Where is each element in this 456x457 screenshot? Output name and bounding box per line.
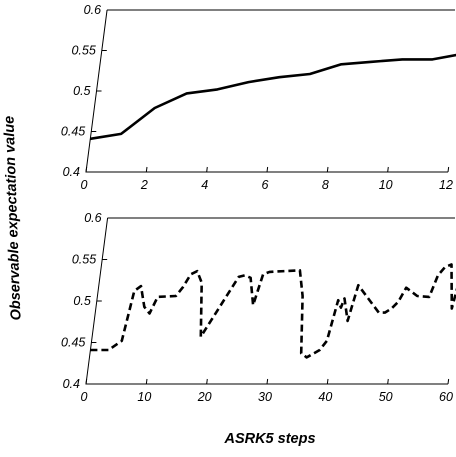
x-tick-label: 30 <box>258 390 272 404</box>
y-axis-label: Observable expectation value <box>1 116 24 321</box>
y-tick-label: 0.6 <box>84 3 101 17</box>
y-tick-label: 0.4 <box>63 377 80 391</box>
bottom-chart: 0 10 20 30 40 50 60 0.4 0.45 0.5 0.55 0.6 <box>61 211 456 404</box>
x-tick-label: 10 <box>137 390 151 404</box>
x-tick-label: 12 <box>439 178 453 192</box>
x-tick-mark <box>85 166 88 173</box>
x-tick-label: 0 <box>81 178 88 192</box>
x-tick-label: 2 <box>140 178 148 192</box>
series-line <box>90 263 456 359</box>
axis-frame <box>85 9 448 173</box>
y-tick-label: 0.45 <box>61 125 85 139</box>
x-tick-mark <box>266 378 269 385</box>
y-tick-label: 0.5 <box>73 84 90 98</box>
x-tick-mark <box>206 378 208 385</box>
x-tick-mark <box>85 378 88 385</box>
y-tick-label: 0.55 <box>72 253 96 267</box>
x-tick-mark <box>145 166 148 173</box>
x-tick-label: 8 <box>322 178 329 192</box>
y-tick-label: 0.55 <box>71 44 95 58</box>
top-chart: 0 2 4 6 8 10 12 0.4 0.45 0.5 0.55 0.6 <box>61 3 456 192</box>
x-tick-mark <box>145 378 148 385</box>
x-tick-label: 6 <box>262 178 269 192</box>
x-tick-mark <box>447 166 450 173</box>
x-tick-label: 0 <box>81 390 88 404</box>
y-tick-label: 0.6 <box>84 211 101 225</box>
x-tick-label: 20 <box>197 390 212 404</box>
x-tick-label: 40 <box>318 390 332 404</box>
y-tick-label: 0.4 <box>63 165 80 179</box>
x-tick-label: 50 <box>379 390 393 404</box>
x-tick-mark <box>206 166 208 173</box>
x-tick-label: 4 <box>201 178 208 192</box>
x-tick-mark <box>266 166 269 173</box>
x-axis-label: ASRK5 steps <box>223 431 315 447</box>
x-tick-label: 60 <box>439 390 453 404</box>
y-tick-label: 0.5 <box>73 294 90 308</box>
axis-frame <box>85 217 448 385</box>
x-tick-mark <box>447 378 450 385</box>
series-line <box>90 53 456 141</box>
x-tick-mark <box>387 378 389 385</box>
x-tick-label: 10 <box>379 178 393 192</box>
x-tick-mark <box>326 166 329 173</box>
x-tick-mark <box>326 378 329 385</box>
y-tick-label: 0.45 <box>61 336 85 350</box>
x-tick-mark <box>387 166 389 173</box>
